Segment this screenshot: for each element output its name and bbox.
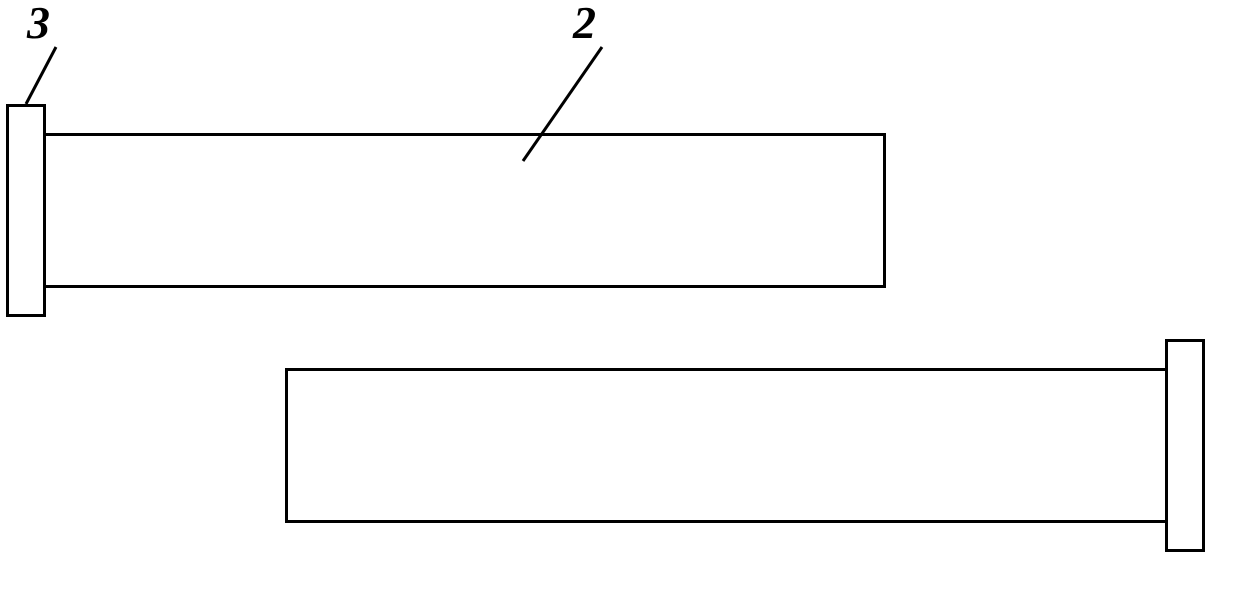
diagram-canvas: 3 2 xyxy=(0,0,1240,608)
leader-line-2 xyxy=(523,47,602,161)
leader-line-3 xyxy=(26,47,56,104)
leader-lines xyxy=(0,0,1240,608)
